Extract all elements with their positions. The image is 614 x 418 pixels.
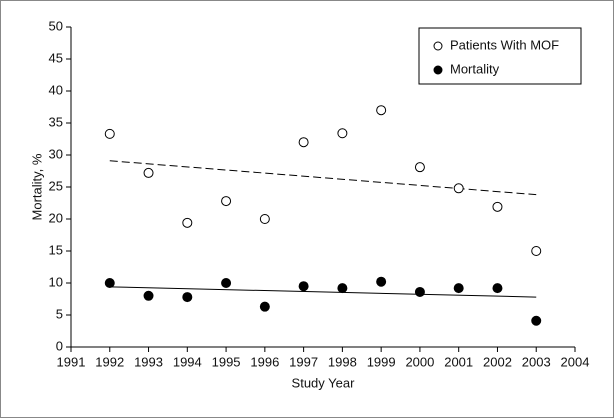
y-tick-label: 40 bbox=[49, 82, 63, 97]
y-tick-label: 45 bbox=[49, 50, 63, 65]
x-axis-label: Study Year bbox=[292, 375, 356, 390]
point bbox=[221, 196, 232, 207]
point bbox=[414, 286, 425, 297]
point bbox=[492, 201, 503, 212]
y-tick-label: 35 bbox=[49, 114, 63, 129]
point bbox=[259, 214, 270, 224]
y-tick-label: 5 bbox=[56, 306, 63, 321]
point bbox=[104, 128, 115, 139]
point bbox=[143, 290, 154, 301]
point bbox=[531, 246, 542, 256]
legend-marker bbox=[433, 41, 443, 51]
y-tick-label: 20 bbox=[49, 210, 63, 225]
x-tick-label: 1992 bbox=[95, 354, 124, 369]
x-tick-label: 1997 bbox=[289, 354, 318, 369]
y-tick-label: 50 bbox=[49, 18, 63, 33]
point bbox=[298, 281, 309, 292]
x-tick-label: 2000 bbox=[405, 354, 434, 369]
point bbox=[531, 315, 542, 326]
legend-label: Mortality bbox=[450, 61, 500, 76]
x-tick-label: 1993 bbox=[134, 354, 163, 369]
point bbox=[221, 278, 232, 288]
trend-line bbox=[109, 286, 537, 298]
x-tick-label: 1999 bbox=[367, 354, 396, 369]
legend-marker bbox=[433, 65, 443, 75]
x-tick-label: 2002 bbox=[483, 354, 512, 369]
x-tick-label: 1991 bbox=[57, 354, 86, 369]
x-tick-label: 1995 bbox=[212, 354, 241, 369]
point bbox=[104, 278, 115, 288]
x-tick-label: 2001 bbox=[444, 354, 473, 369]
x-tick-label: 1998 bbox=[328, 354, 357, 369]
x-tick-label: 2004 bbox=[561, 354, 590, 369]
point bbox=[143, 167, 154, 178]
point bbox=[453, 183, 464, 194]
point bbox=[453, 283, 464, 294]
x-tick-label: 1994 bbox=[173, 354, 202, 369]
legend-box bbox=[418, 27, 582, 85]
x-tick-label: 2003 bbox=[522, 354, 551, 369]
point bbox=[337, 128, 348, 139]
y-tick-label: 25 bbox=[49, 178, 63, 193]
point bbox=[414, 162, 425, 173]
point bbox=[376, 105, 387, 116]
point bbox=[337, 283, 348, 294]
point bbox=[298, 137, 309, 148]
point bbox=[259, 301, 270, 312]
legend-label: Patients With MOF bbox=[450, 37, 559, 52]
point bbox=[492, 283, 503, 294]
x-tick-label: 1996 bbox=[250, 354, 279, 369]
y-axis-label: Mortality, % bbox=[29, 153, 44, 220]
y-tick-label: 15 bbox=[49, 242, 63, 257]
y-tick-label: 10 bbox=[49, 274, 63, 289]
point bbox=[376, 276, 387, 287]
y-tick-label: 0 bbox=[56, 338, 63, 353]
y-tick-label: 30 bbox=[49, 146, 63, 161]
point bbox=[182, 217, 193, 228]
point bbox=[182, 292, 193, 303]
